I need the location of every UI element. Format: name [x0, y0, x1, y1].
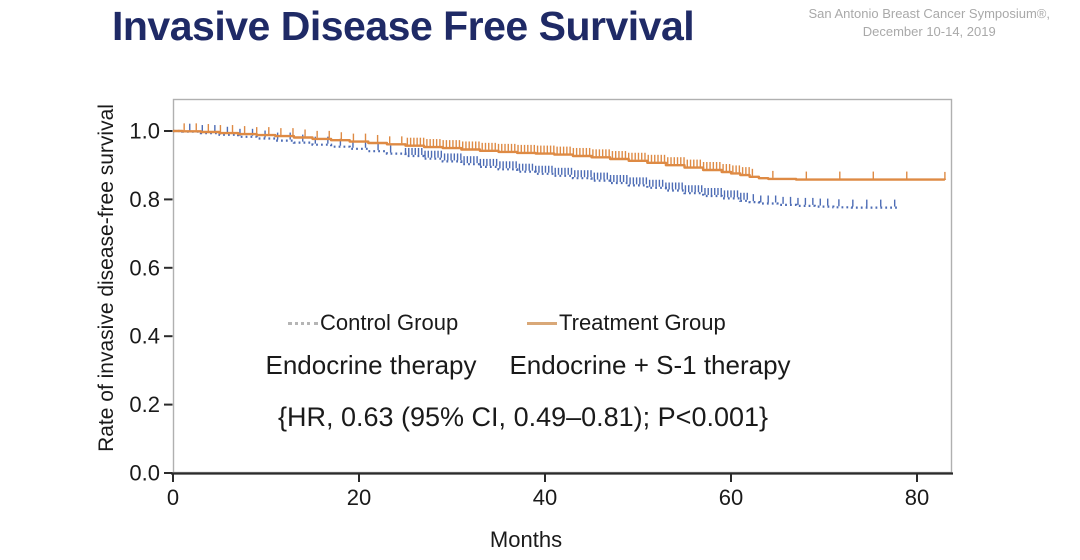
conference-credit: San Antonio Breast Cancer Symposium®, De… [808, 5, 1050, 41]
x-axis-title: Months [489, 527, 563, 552]
control-survival-line [173, 129, 900, 209]
y-tick-label: 0.8 [129, 187, 160, 212]
x-tick-label: 20 [347, 485, 371, 510]
y-tick-label: 0.2 [129, 392, 160, 417]
legend-item-treatment: Treatment Group [527, 310, 726, 335]
legend-label-treatment: Treatment Group [559, 310, 726, 335]
treatment-curve [173, 129, 947, 181]
control-dotted-line-icon [288, 321, 318, 325]
y-tick-label: 0.4 [129, 324, 160, 349]
x-tick-label: 0 [167, 485, 179, 510]
conference-date: December 10-14, 2019 [862, 24, 996, 40]
treatment-therapy-label: Endocrine + S-1 therapy [509, 350, 791, 380]
y-axis-ticks: 0.0 0.2 0.4 0.6 0.8 1.0 [129, 119, 173, 486]
treatment-solid-line-icon [527, 321, 557, 325]
y-tick-label: 0.6 [129, 255, 160, 280]
y-axis-title: Rate of invasive disease-free survival [95, 104, 118, 452]
x-tick-label: 60 [719, 485, 743, 510]
y-tick-label: 1.0 [129, 119, 160, 144]
treatment-survival-line [173, 129, 947, 181]
legend-label-control: Control Group [320, 310, 459, 335]
x-tick-label: 40 [533, 485, 557, 510]
treatment-censor-marks [183, 123, 946, 179]
page-title: Invasive Disease Free Survival [112, 3, 695, 49]
control-curve [173, 129, 900, 209]
x-axis-ticks: 0 20 40 60 80 [167, 474, 929, 510]
control-censor-marks [189, 123, 896, 207]
control-therapy-label: Endocrine therapy [265, 350, 477, 380]
x-tick-label: 80 [905, 485, 929, 510]
conference-name: San Antonio Breast Cancer Symposium®, [808, 6, 1050, 21]
legend-item-control: Control Group [288, 310, 459, 335]
y-tick-label: 0.0 [129, 461, 160, 486]
hazard-ratio-annotation: {HR, 0.63 (95% CI, 0.49–0.81); P<0.001} [277, 402, 769, 432]
